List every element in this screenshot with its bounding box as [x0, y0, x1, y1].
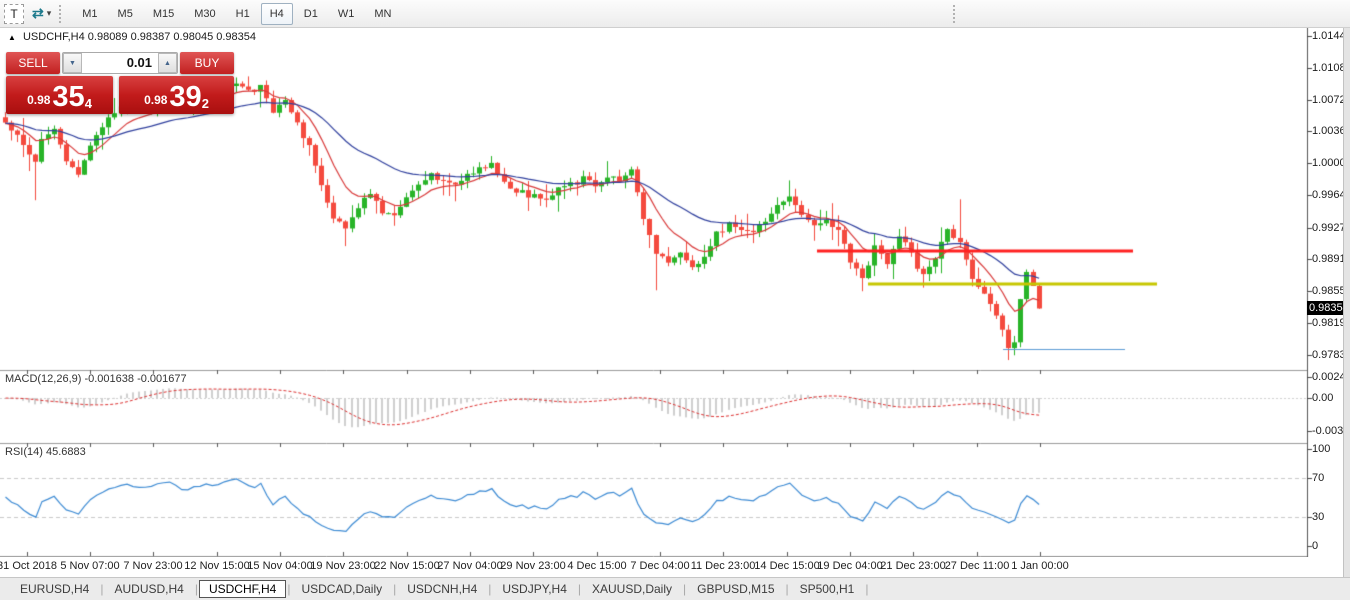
date-axis-label: 22 Nov 15:00: [374, 560, 440, 572]
tab-separator: |: [194, 582, 198, 596]
chart-tab-audusd[interactable]: AUDUSD,H4: [114, 582, 184, 596]
arrange-arrows-icon[interactable]: ⇄: [32, 5, 44, 21]
date-axis-label: 7 Dec 04:00: [630, 560, 690, 572]
chart-tab-bar: EURUSD,H4 | AUDUSD,H4 | USDCHF,H4 | USDCAD,Dai…: [0, 577, 1350, 600]
date-axis-label: 11 Dec 23:00: [690, 560, 756, 572]
volume-increase-button[interactable]: ▲: [158, 53, 177, 73]
date-axis-label: 27 Nov 04:00: [437, 560, 503, 572]
date-axis-label: 21 Dec 23:00: [880, 560, 946, 572]
rsi-axis-tick: 70: [1312, 472, 1325, 485]
price-axis-tick: 0.98910: [1312, 253, 1350, 266]
timeframe-button-h4[interactable]: H4: [260, 2, 293, 25]
timeframe-button-group: M1 M5 M15 M30 H1 H4 D1 W1 MN: [72, 2, 401, 25]
timeframe-button-w1[interactable]: W1: [337, 7, 355, 20]
window-right-edge: [1343, 28, 1350, 600]
rsi-indicator-label: RSI(14) 45.6883: [5, 446, 86, 458]
price-axis-tick: 1.01080: [1312, 61, 1350, 74]
date-axis-label: 14 Dec 15:00: [754, 560, 820, 572]
chart-title: ▲ USDCHF,H4 0.98089 0.98387 0.98045 0.98…: [8, 31, 256, 43]
current-price-tag: 0.98354: [1307, 301, 1349, 316]
price-axis-tick: 0.98190: [1312, 316, 1350, 329]
chart-symbol-label: USDCHF,H4: [22, 31, 85, 43]
buy-price-pip: 2: [201, 96, 209, 111]
date-axis-label: 19 Dec 04:00: [817, 560, 883, 572]
price-axis-tick: 0.97830: [1312, 348, 1350, 361]
chart-tab-gbpusd[interactable]: GBPUSD,M15: [697, 582, 775, 596]
price-axis-tick: 0.99270: [1312, 221, 1350, 234]
sell-price-base: 0.98: [27, 93, 51, 107]
date-axis-label: 19 Nov 23:00: [310, 560, 376, 572]
price-axis-tick: 1.00720: [1312, 93, 1350, 106]
tab-separator: |: [393, 582, 397, 596]
volume-decrease-button[interactable]: ▼: [63, 53, 82, 73]
date-axis-label: 31 Oct 2018: [0, 560, 57, 572]
buy-price-big: 39: [169, 81, 202, 113]
tab-separator: |: [100, 582, 104, 596]
price-axis-tick: 0.98550: [1312, 285, 1350, 298]
chart-tab-usdcad[interactable]: USDCAD,Daily: [301, 582, 383, 596]
volume-input[interactable]: 0.01: [126, 55, 152, 70]
buy-button[interactable]: BUY: [180, 52, 234, 74]
sell-price-pip: 4: [84, 96, 92, 111]
timeframe-button-mn[interactable]: MN: [374, 7, 392, 20]
tab-separator: |: [488, 582, 492, 596]
rsi-axis-tick: 0: [1312, 540, 1319, 552]
toolbar-drag-handle-2[interactable]: [953, 5, 958, 23]
rsi-axis-tick: 100: [1312, 443, 1331, 455]
date-axis-label: 4 Dec 15:00: [567, 560, 627, 572]
macd-axis-tick: 0.00: [1312, 392, 1334, 404]
tab-separator: |: [577, 582, 581, 596]
text-tool-icon[interactable]: T: [4, 3, 24, 24]
chart-tab-eurusd[interactable]: EURUSD,H4: [20, 582, 90, 596]
date-axis-label: 12 Nov 15:00: [184, 560, 250, 572]
macd-axis-tick: 0.002492: [1312, 371, 1350, 383]
top-toolbar: T ⇄ ▾ M1 M5 M15 M30 H1 H4 D1 W1 MN: [0, 0, 1350, 28]
sell-price-box[interactable]: 0.98 35 4: [6, 76, 113, 114]
chart-ohlc-values: 0.98089 0.98387 0.98045 0.98354: [87, 31, 256, 43]
tab-separator: |: [865, 582, 869, 596]
macd-indicator-label: MACD(12,26,9) -0.001638 -0.001677: [5, 373, 187, 385]
collapse-triangle-icon[interactable]: ▲: [8, 33, 16, 42]
volume-stepper: ▼ 0.01 ▲: [62, 52, 178, 74]
timeframe-button-m30[interactable]: M30: [194, 7, 216, 20]
toolbar-drag-handle[interactable]: [59, 4, 64, 23]
one-click-trade-panel: SELL ▼ 0.01 ▲ BUY 0.98 35 4 0.98 39 2: [6, 52, 234, 114]
chart-tab-usdjpy[interactable]: USDJPY,H4: [502, 582, 567, 596]
timeframe-button-m1[interactable]: M1: [82, 7, 98, 20]
price-axis-tick: 1.01440: [1312, 29, 1350, 42]
price-chart-canvas[interactable]: [0, 28, 1350, 557]
tab-separator: |: [785, 582, 789, 596]
timeframe-button-d1[interactable]: D1: [303, 7, 318, 20]
macd-axis-tick: -0.003913: [1312, 424, 1350, 437]
chart-tab-usdchf[interactable]: USDCHF,H4: [198, 580, 287, 598]
rsi-axis-tick: 30: [1312, 510, 1325, 523]
buy-price-box[interactable]: 0.98 39 2: [119, 76, 234, 114]
tab-separator: |: [683, 582, 687, 596]
price-axis-tick: 1.00000: [1312, 157, 1350, 170]
chevron-down-icon[interactable]: ▾: [46, 8, 52, 18]
date-axis-label: 7 Nov 23:00: [123, 560, 183, 572]
tab-separator: |: [287, 582, 291, 596]
date-axis-label: 5 Nov 07:00: [60, 560, 120, 572]
price-axis-tick: 1.00360: [1312, 125, 1350, 138]
date-axis-label: 27 Dec 11:00: [944, 560, 1010, 572]
date-axis-label: 29 Nov 23:00: [500, 560, 566, 572]
buy-price-base: 0.98: [144, 93, 168, 107]
chart-tab-usdcnh[interactable]: USDCNH,H4: [407, 582, 478, 596]
price-axis-tick: 0.99640: [1312, 188, 1350, 201]
chart-tab-sp500[interactable]: SP500,H1: [799, 582, 855, 596]
sell-button[interactable]: SELL: [6, 52, 60, 74]
chart-tab-xauusd[interactable]: XAUUSD,Daily: [592, 582, 673, 596]
sell-price-big: 35: [52, 81, 85, 113]
timeframe-button-m5[interactable]: M5: [117, 7, 133, 20]
date-axis-label: 1 Jan 00:00: [1011, 560, 1069, 572]
timeframe-button-h1[interactable]: H1: [235, 7, 250, 20]
timeframe-button-m15[interactable]: M15: [152, 7, 175, 20]
date-axis-label: 15 Nov 04:00: [247, 560, 313, 572]
